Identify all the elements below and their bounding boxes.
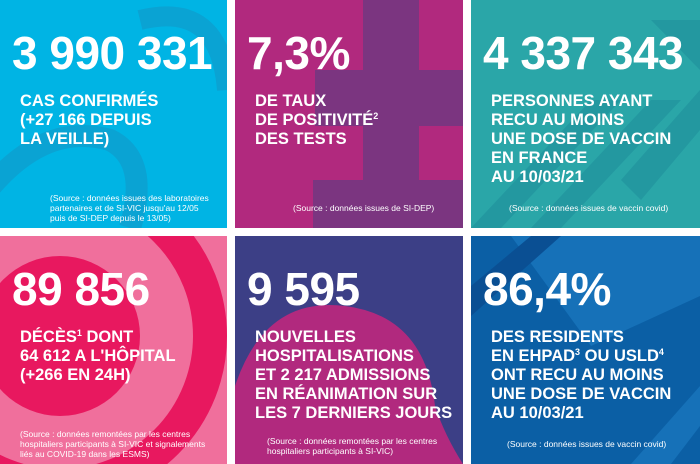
source-line: hospitaliers participants à SI-VIC et si… [20,439,206,449]
tile-confirmed-cases: 3 990 331 CAS CONFIRMÉS (+27 166 DEPUIS … [0,0,227,228]
source-note: (Source : données issues de vaccin covid… [507,439,666,449]
source-note: (Source : données issues des laboratoire… [50,193,209,223]
label-line: NOUVELLES [255,328,356,346]
deaths-label: DÉCÈS1 DONT 64 612 A L'HÔPITAL (+266 EN … [20,328,176,385]
diagonal-stripes-decoration [471,236,700,464]
source-note: (Source : données remontées par les cent… [20,429,205,459]
plus-sign-decoration [315,70,463,126]
tile-deaths: 89 856 DÉCÈS1 DONT 64 612 A L'HÔPITAL (+… [0,236,227,464]
tile-hospitalisations: 9 595 NOUVELLES HOSPITALISATIONS ET 2 21… [235,236,463,464]
source-line: (Source : données remontées par les cent… [20,429,191,439]
blob-decoration [235,305,463,464]
footnote-marker: 3 [575,347,581,357]
label-line: UNE DOSE DE VACCIN [491,385,672,403]
source-note: (Source : données remontées par les cent… [267,436,437,456]
source-line: liés au COVID-19 dans les ESMS) [20,449,150,459]
label-line: ONT RECU AU MOINS [491,366,664,384]
label-line: HOSPITALISATIONS [255,347,414,365]
label-line: (+266 EN 24H) [20,366,131,384]
label-line: EN FRANCE [491,149,588,167]
source-line: (Source : données issues de SI-DEP) [293,203,435,213]
source-line: (Source : données issues des laboratoire… [50,193,209,203]
label-line: DES TESTS [255,130,347,148]
label-line: 64 612 A L'HÔPITAL [20,347,176,365]
label-line: ET 2 217 ADMISSIONS [255,366,431,384]
label-line: (+27 166 DEPUIS [20,111,152,129]
vaccinated-people-value: 4 337 343 [483,27,684,79]
label-line: DES RESIDENTS [491,328,624,346]
label-line: CAS CONFIRMÉS [20,92,159,110]
minus-sign-decoration [313,180,463,228]
label-line: DE POSITIVITÉ [255,111,374,129]
positivity-rate-label: DE TAUX DE POSITIVITÉ2 DES TESTS [255,92,378,149]
positivity-rate-value: 7,3% [247,27,350,79]
hospitalisations-value: 9 595 [247,263,360,315]
hospitalisations-label: NOUVELLES HOSPITALISATIONS ET 2 217 ADMI… [255,328,452,423]
vaccinated-people-label: PERSONNES AYANT RECU AU MOINS UNE DOSE D… [491,92,671,187]
label-line: LES 7 DERNIERS JOURS [255,404,453,422]
arrow-stripes-decoration [471,20,700,228]
source-note: (Source : données issues de SI-DEP) [293,203,434,213]
source-line: hospitaliers participants à SI-VIC) [267,446,394,456]
label-line: PERSONNES AYANT [491,92,653,110]
label-line: AU 10/03/21 [491,168,584,186]
confirmed-cases-label: CAS CONFIRMÉS (+27 166 DEPUIS LA VEILLE) [20,92,158,149]
footnote-marker: 1 [76,328,82,338]
footnote-marker: 2 [373,111,379,121]
label-line: UNE DOSE DE VACCIN [491,130,672,148]
source-line: (Source : données remontées par les cent… [267,436,438,446]
label-line: LA VEILLE) [20,130,110,148]
label-line: DE TAUX [255,92,327,110]
label-line: EN EHPAD [491,347,576,365]
confirmed-cases-value: 3 990 331 [12,27,213,79]
label-line: OU USLD [580,347,659,365]
deaths-value: 89 856 [12,263,150,315]
source-note: (Source : données issues de vaccin covid… [509,203,668,213]
label-line: AU 10/03/21 [491,404,584,422]
label-line: EN RÉANIMATION SUR [255,385,438,403]
label-line: DÉCÈS [20,328,77,346]
target-circles-decoration [0,236,227,464]
ehpad-residents-label: DES RESIDENTS EN EHPAD3 OU USLD4 ONT REC… [491,328,671,423]
background-number-decoration [0,6,227,228]
tile-positivity-rate: 7,3% DE TAUX DE POSITIVITÉ2 DES TESTS (S… [235,0,463,228]
ehpad-residents-value: 86,4% [483,263,611,315]
tile-vaccinated-people: 4 337 343 PERSONNES AYANT RECU AU MOINS … [471,0,700,228]
source-line: (Source : données issues de vaccin covid… [509,203,669,213]
tile-ehpad-residents: 86,4% DES RESIDENTS EN EHPAD3 OU USLD4 O… [471,236,700,464]
label-line: DONT [81,328,134,346]
source-line: puis de SI-DEP depuis le 13/05) [50,213,171,223]
source-line: partenaires et de SI-VIC jusqu'au 12/05 [50,203,199,213]
label-line: RECU AU MOINS [491,111,625,129]
source-line: (Source : données issues de vaccin covid… [507,439,667,449]
footnote-marker: 4 [658,347,664,357]
